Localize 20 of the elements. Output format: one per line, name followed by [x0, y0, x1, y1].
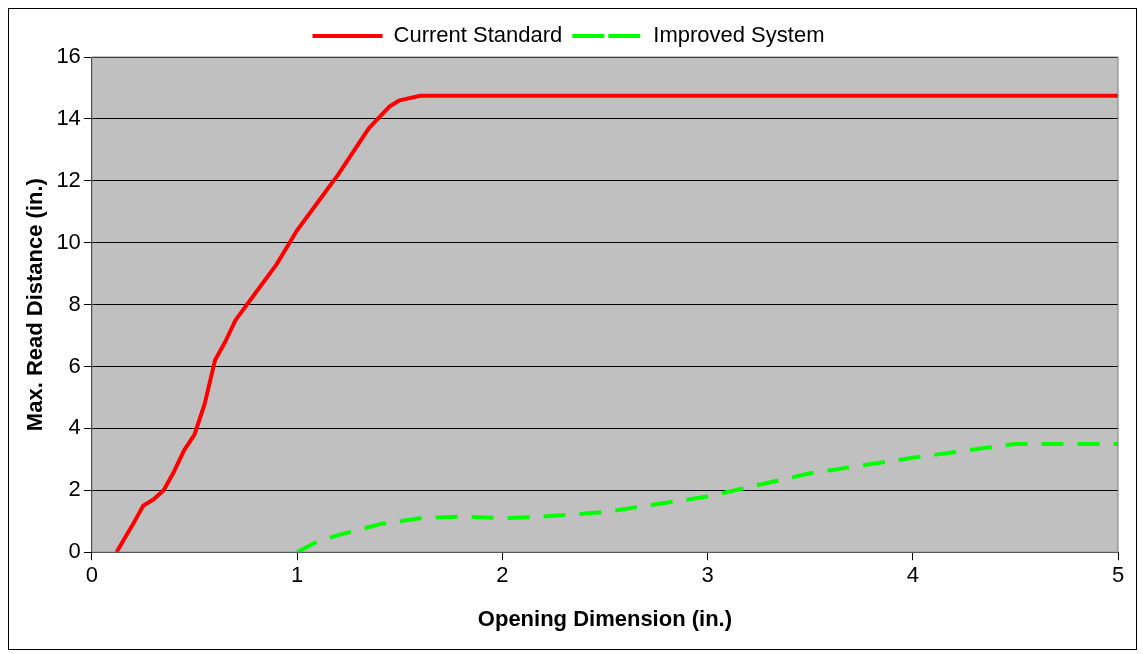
y-tick-label: 16 — [56, 43, 81, 69]
x-tick-label: 5 — [1111, 562, 1125, 588]
legend-label: Improved System — [653, 22, 825, 48]
y-tick-label: 12 — [56, 166, 81, 192]
y-tick-label: 10 — [56, 228, 81, 254]
x-axis-title: Opening Dimension (in.) — [477, 605, 733, 631]
x-tick-label: 3 — [701, 562, 714, 588]
y-axis-title: Max. Read Distance (in.) — [22, 178, 48, 432]
y-tick-label: 14 — [56, 104, 81, 130]
x-tick-label: 0 — [85, 562, 98, 588]
x-tick-label: 1 — [290, 562, 304, 588]
y-tick-label: 6 — [68, 352, 81, 378]
x-tick-label: 4 — [906, 562, 919, 588]
legend-label: Current Standard — [393, 22, 563, 48]
y-tick-label: 8 — [68, 290, 81, 316]
y-tick-label: 2 — [68, 476, 81, 502]
x-tick-label: 2 — [496, 562, 509, 588]
y-tick-label: 4 — [68, 414, 81, 440]
line-series — [295, 441, 1118, 553]
y-tick-label: 0 — [68, 538, 81, 564]
